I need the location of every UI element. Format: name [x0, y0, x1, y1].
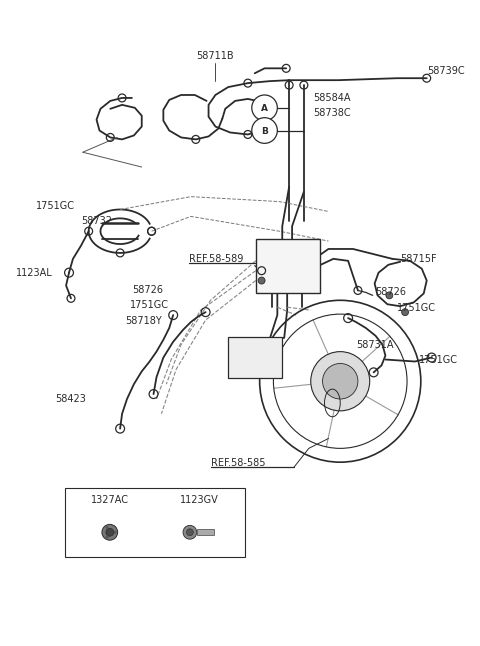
Text: B: B [261, 127, 268, 136]
Circle shape [252, 118, 277, 143]
Text: A: A [261, 104, 268, 113]
Circle shape [252, 95, 277, 121]
Circle shape [258, 277, 265, 284]
Text: 58738C: 58738C [312, 108, 350, 118]
Text: 1327AC: 1327AC [91, 495, 129, 505]
Text: 58718Y: 58718Y [125, 316, 162, 326]
Bar [228, 337, 282, 379]
Text: 58726: 58726 [376, 287, 407, 297]
Text: REF.58-589: REF.58-589 [189, 254, 243, 264]
Circle shape [106, 526, 108, 529]
Text: 1123AL: 1123AL [16, 267, 53, 278]
Circle shape [114, 531, 117, 534]
Text: 58423: 58423 [55, 394, 86, 404]
Circle shape [102, 525, 118, 540]
Bar [65, 488, 245, 557]
Text: 1751GC: 1751GC [419, 355, 458, 364]
Text: 1751GC: 1751GC [397, 303, 436, 313]
Text: 58731A: 58731A [356, 340, 394, 349]
Text: 1751GC: 1751GC [130, 300, 169, 310]
Text: REF.58-585: REF.58-585 [211, 458, 265, 468]
Text: 58726: 58726 [132, 286, 163, 295]
Text: 1123GV: 1123GV [180, 495, 219, 505]
Text: 58711B: 58711B [197, 52, 234, 61]
Circle shape [402, 309, 408, 316]
Circle shape [106, 528, 114, 536]
Bar [256, 239, 320, 293]
Text: 58732: 58732 [81, 216, 112, 226]
Circle shape [386, 292, 393, 299]
Circle shape [183, 525, 197, 539]
Text: 58715F: 58715F [400, 254, 437, 264]
Text: 58584A: 58584A [312, 93, 350, 103]
Circle shape [106, 536, 108, 539]
Text: 58739C: 58739C [427, 67, 464, 76]
Circle shape [186, 529, 193, 536]
Circle shape [311, 351, 370, 411]
Bar [197, 529, 215, 536]
Circle shape [323, 364, 358, 399]
Text: 1751GC: 1751GC [36, 202, 74, 211]
